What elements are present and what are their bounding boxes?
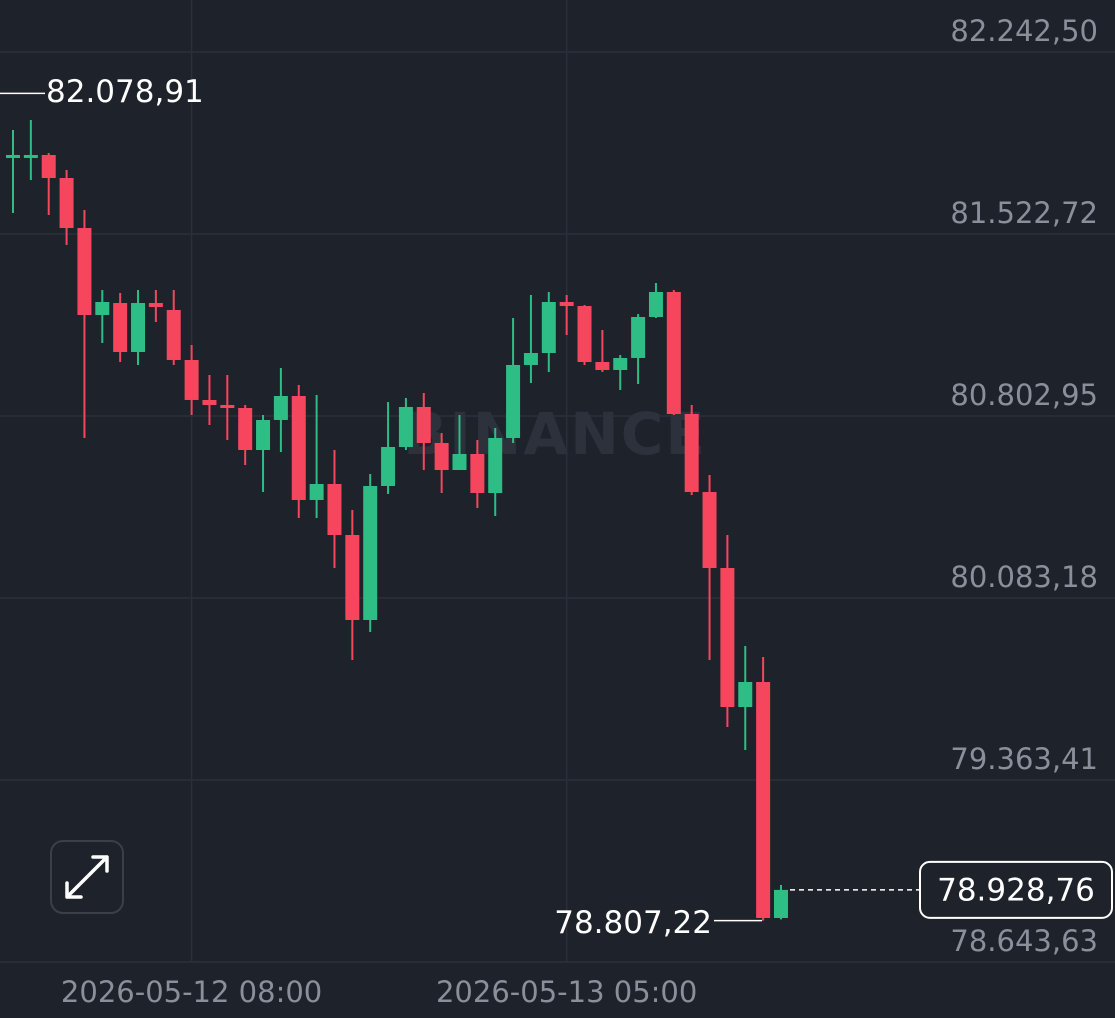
candle-body	[488, 437, 503, 494]
y-tick-label: 80.802,95	[950, 378, 1098, 412]
candle-body	[541, 301, 556, 354]
candle-body	[273, 395, 288, 420]
candle-body	[363, 486, 378, 620]
expand-icon[interactable]	[65, 855, 109, 899]
candle-body	[416, 406, 431, 443]
candle-body	[756, 681, 771, 918]
y-tick-label: 82.242,50	[950, 14, 1098, 48]
candle-body	[398, 406, 413, 447]
expand-button[interactable]	[50, 840, 124, 914]
y-tick-label: 80.083,18	[950, 560, 1098, 594]
candle-body	[256, 419, 271, 450]
candle-body	[613, 357, 628, 370]
expand-frame[interactable]	[50, 840, 124, 914]
candle-body	[59, 177, 74, 229]
candle-body	[631, 316, 646, 358]
y-tick-label: 79.363,41	[950, 742, 1098, 776]
candle-body	[291, 395, 306, 500]
x-tick-label: 2026-05-12 08:00	[61, 975, 322, 1009]
candle-body	[327, 484, 342, 536]
candle-body	[77, 228, 92, 315]
candle-body	[666, 291, 681, 414]
candle-body	[113, 303, 128, 353]
candle-body	[184, 359, 199, 400]
candle-body	[684, 413, 699, 492]
candle-body	[595, 362, 610, 370]
x-tick-label: 2026-05-13 05:00	[436, 975, 697, 1009]
last-price-label: 78.928,76	[937, 872, 1095, 908]
candle-body	[452, 453, 467, 470]
grid	[0, 0, 1115, 963]
candle-body	[773, 889, 788, 918]
candle-body	[23, 154, 38, 158]
candle-body	[166, 309, 181, 360]
high-marker-label: 82.078,91	[46, 74, 204, 110]
low-marker-label: 78.807,22	[554, 905, 712, 941]
candle-body	[131, 303, 146, 353]
candle-body	[345, 535, 360, 620]
candle-body	[434, 442, 449, 470]
candle-body	[720, 568, 735, 708]
candle-body	[220, 404, 235, 408]
candle-body	[470, 453, 485, 494]
y-tick-label: 81.522,72	[950, 196, 1098, 230]
candle-body	[506, 364, 521, 438]
candle-body	[648, 291, 663, 317]
candle-body	[202, 399, 217, 405]
y-tick-label: 78.643,63	[950, 924, 1098, 958]
candle-body	[738, 681, 753, 708]
candle-body	[309, 484, 324, 500]
last-price-box	[919, 860, 1113, 919]
candle-body	[577, 305, 592, 363]
candle-body	[41, 154, 56, 178]
candle-body	[95, 301, 110, 315]
candle-body	[238, 407, 253, 450]
plot	[6, 119, 788, 921]
candle-body	[381, 446, 396, 487]
candle-body	[523, 353, 538, 365]
candle-body	[559, 301, 574, 306]
candle-body	[6, 154, 20, 158]
candle-body	[148, 303, 163, 308]
candle-body	[702, 491, 717, 569]
